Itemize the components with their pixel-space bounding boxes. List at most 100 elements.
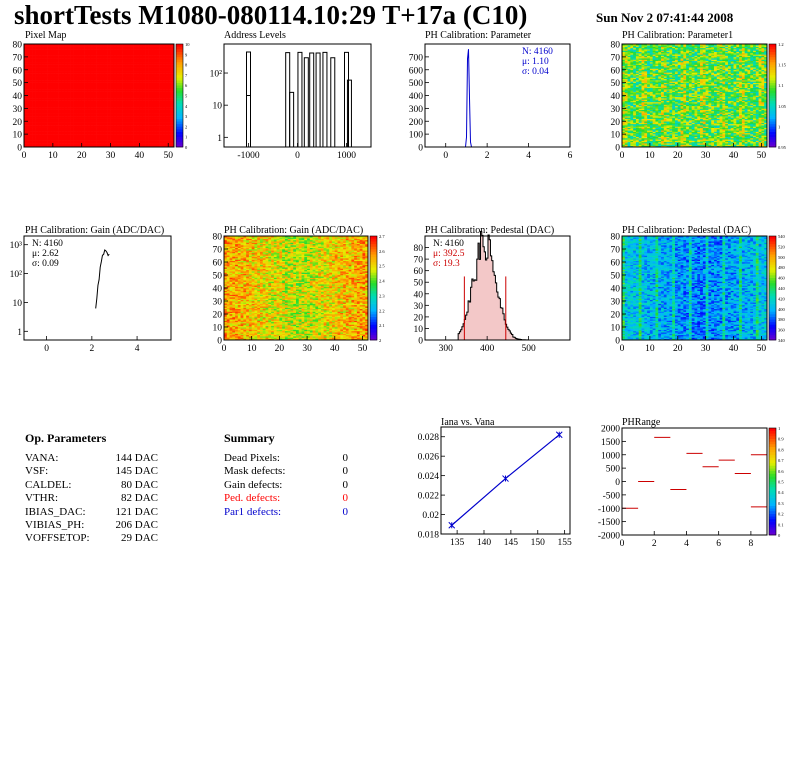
- heatmap-cell: [165, 129, 168, 131]
- param-value: 0: [343, 492, 349, 505]
- heatmap-cell: [50, 59, 53, 61]
- heatmap-cell: [630, 83, 633, 85]
- heatmap-cell: [625, 68, 628, 70]
- heatmap-cell: [64, 57, 67, 59]
- heatmap-cell: [41, 129, 44, 131]
- heatmap-cell: [162, 106, 165, 108]
- heatmap-cell: [99, 84, 102, 86]
- heatmap-cell: [47, 52, 50, 54]
- heatmap-cell: [162, 92, 165, 94]
- heatmap-cell: [625, 111, 628, 113]
- heatmap-cell: [41, 44, 44, 46]
- heatmap-cell: [636, 47, 639, 49]
- heatmap-cell: [99, 52, 102, 54]
- table-row: Dead Pixels: 0: [224, 452, 348, 465]
- heatmap-cell: [157, 45, 160, 47]
- heatmap-cell: [125, 57, 128, 59]
- heatmap-cell: [137, 75, 140, 77]
- heatmap-cell: [79, 94, 82, 96]
- heatmap-cell: [108, 142, 111, 144]
- heatmap-cell: [56, 80, 59, 82]
- heatmap-cell: [165, 110, 168, 112]
- heatmap-cell: [82, 44, 85, 46]
- heatmap-cell: [119, 83, 122, 85]
- heatmap-cell: [639, 44, 642, 46]
- heatmap-cell: [105, 85, 108, 87]
- heatmap-cell: [148, 48, 151, 50]
- heatmap-cell: [108, 103, 111, 105]
- param-name: VSF:: [25, 465, 48, 477]
- heatmap-cell: [125, 138, 128, 140]
- heatmap-cell: [85, 116, 88, 118]
- heatmap-cell: [122, 146, 125, 148]
- heatmap-cell: [131, 81, 134, 83]
- heatmap-cell: [625, 98, 628, 100]
- heatmap-cell: [622, 112, 625, 114]
- heatmap-cell: [73, 141, 76, 143]
- heatmap-cell: [64, 54, 67, 56]
- heatmap-cell: [56, 86, 59, 88]
- heatmap-cell: [134, 68, 137, 70]
- heatmap-cell: [73, 53, 76, 55]
- heatmap-cell: [108, 92, 111, 94]
- heatmap-cell: [62, 49, 65, 51]
- heatmap-cell: [47, 142, 50, 144]
- heatmap-cell: [128, 143, 131, 145]
- heatmap-cell: [87, 107, 90, 109]
- heatmap-cell: [154, 133, 157, 135]
- heatmap-cell: [82, 76, 85, 78]
- heatmap-cell: [62, 76, 65, 78]
- heatmap-cell: [50, 66, 53, 68]
- heatmap-cell: [76, 49, 79, 51]
- heatmap-cell: [622, 138, 625, 140]
- heatmap-cell: [168, 67, 171, 69]
- heatmap-cell: [33, 61, 36, 63]
- heatmap-cell: [50, 128, 53, 130]
- heatmap-cell: [108, 54, 111, 56]
- heatmap-cell: [87, 142, 90, 144]
- heatmap-cell: [76, 128, 79, 130]
- heatmap-cell: [79, 47, 82, 49]
- heatmap-cell: [145, 72, 148, 74]
- heatmap-cell: [122, 90, 125, 92]
- heatmap-cell: [50, 54, 53, 56]
- heatmap-cell: [47, 56, 50, 58]
- heatmap-cell: [47, 141, 50, 143]
- heatmap-cell: [33, 99, 36, 101]
- heatmap-cell: [160, 65, 163, 67]
- heatmap-cell: [67, 61, 70, 63]
- heatmap-cell: [142, 107, 145, 109]
- heatmap-cell: [137, 135, 140, 137]
- heatmap-cell: [105, 126, 108, 128]
- heatmap-cell: [171, 75, 174, 77]
- heatmap-cell: [116, 74, 119, 76]
- heatmap-cell: [96, 48, 99, 50]
- heatmap-cell: [96, 57, 99, 59]
- heatmap-cell: [96, 120, 99, 122]
- heatmap-cell: [148, 62, 151, 64]
- heatmap-cell: [151, 115, 154, 117]
- heatmap-cell: [633, 49, 636, 51]
- heatmap-cell: [44, 75, 47, 77]
- heatmap-cell: [64, 92, 67, 94]
- heatmap-cell: [76, 45, 79, 47]
- heatmap-cell: [122, 57, 125, 59]
- heatmap-cell: [128, 146, 131, 148]
- heatmap-cell: [79, 74, 82, 76]
- heatmap-cell: [128, 144, 131, 146]
- heatmap-cell: [137, 139, 140, 141]
- heatmap-cell: [630, 141, 633, 143]
- heatmap-cell: [99, 142, 102, 144]
- heatmap-cell: [85, 129, 88, 131]
- heatmap-cell: [99, 105, 102, 107]
- heatmap-cell: [108, 130, 111, 132]
- heatmap-cell: [145, 53, 148, 55]
- heatmap-cell: [50, 50, 53, 52]
- heatmap-cell: [154, 71, 157, 73]
- heatmap-cell: [165, 50, 168, 52]
- heatmap-cell: [64, 70, 67, 72]
- heatmap-cell: [644, 93, 647, 95]
- heatmap-cell: [639, 106, 642, 108]
- heatmap-cell: [30, 101, 33, 103]
- heatmap-cell: [85, 59, 88, 61]
